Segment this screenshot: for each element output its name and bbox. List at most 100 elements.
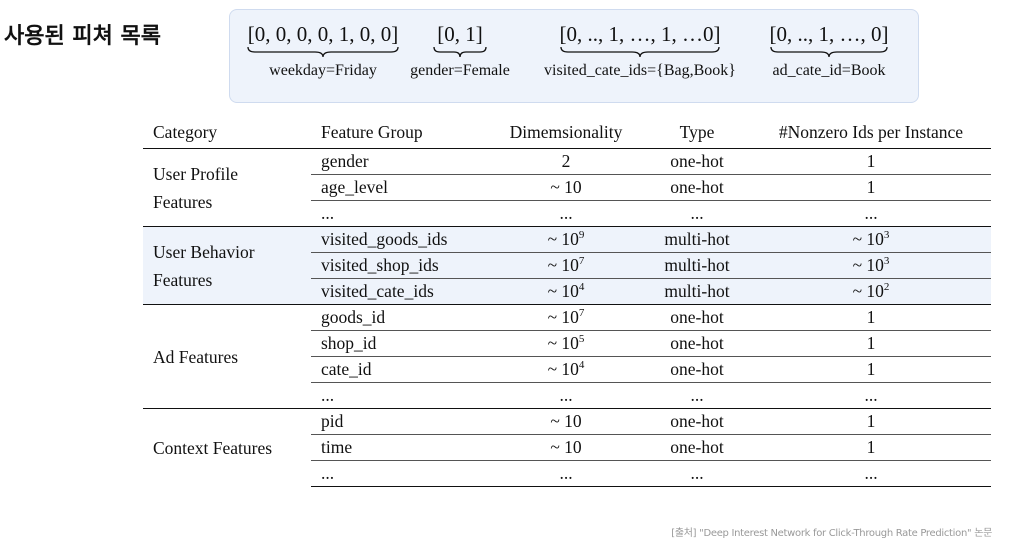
underbrace-icon [560, 46, 720, 58]
feature-group-cell-value: shop_id [321, 333, 377, 353]
table-row: Context Features pid ~ 10 one-hot 1 [143, 408, 991, 487]
category-label: User Profile [153, 163, 239, 184]
nonzero-ids-cell-value: 1 [866, 177, 876, 197]
category-label-line2: Features [153, 269, 213, 290]
nonzero-ids-cell: ... [751, 200, 991, 227]
dimensionality-cell: ~ 107 [489, 304, 643, 331]
nonzero-ids-cell: 1 [751, 434, 991, 461]
nonzero-ids-cell: 1 [751, 148, 991, 175]
type-cell: ... [643, 460, 751, 487]
nonzero-ids-cell: 1 [751, 304, 991, 331]
feature-group-cell: ... [311, 460, 489, 487]
table-row: visited_cate_ids ~ 104 multi-hot ~ 102 [143, 278, 991, 305]
nonzero-ids-cell: ~ 102 [751, 278, 991, 305]
underbrace-icon [770, 46, 888, 58]
feature-group-cell-value: ... [321, 385, 335, 405]
feature-group-cell: gender [311, 148, 489, 175]
nonzero-ids-cell: ~ 103 [751, 226, 991, 253]
category-label-line2: Features [153, 191, 213, 212]
underbrace-icon [247, 46, 399, 58]
nonzero-ids-cell: ~ 103 [751, 252, 991, 279]
dimensionality-cell-value: ~ 10 [550, 177, 582, 197]
feature-group-cell: age_level [311, 174, 489, 201]
dimensionality-cell: 2 [489, 148, 643, 175]
encoding-label: ad_cate_id=Book [772, 62, 886, 79]
category-label: User Behavior [153, 241, 255, 262]
encoding-visited-cate-ids: [0, .., 1, …, 1, …0] visited_cate_ids={B… [527, 10, 753, 80]
dimensionality-cell-value: ~ 10 [550, 411, 582, 431]
nonzero-ids-cell-value: 1 [866, 307, 876, 327]
encoding-ad-cate-id: [0, .., 1, …, 0] ad_cate_id=Book [754, 10, 904, 80]
header-nonzero-ids: #Nonzero Ids per Instance [751, 117, 991, 149]
feature-group-cell-value: cate_id [321, 359, 372, 379]
nonzero-ids-cell-value: 1 [866, 333, 876, 353]
nonzero-ids-cell-value: ~ 10 [852, 255, 884, 275]
header-category: Category [143, 117, 311, 149]
type-cell-value: one-hot [670, 177, 724, 197]
dimensionality-cell-exponent: 7 [578, 307, 585, 320]
type-cell: one-hot [643, 174, 751, 201]
table-row: User Behavior Features visited_goods_ids ~ … [143, 226, 991, 305]
feature-group-cell: visited_goods_ids [311, 226, 489, 253]
feature-group-cell-value: goods_id [321, 307, 386, 327]
dimensionality-cell-value: ... [559, 203, 573, 223]
dimensionality-cell: ~ 107 [489, 252, 643, 279]
dimensionality-cell-exponent: 7 [578, 255, 585, 268]
category-cell: Context Features [143, 408, 311, 487]
encoding-label: weekday=Friday [269, 62, 377, 79]
table-row: ............ [143, 382, 991, 409]
dimensionality-cell-value: ~ 10 [547, 333, 579, 353]
nonzero-ids-cell-exponent: 3 [883, 255, 890, 268]
feature-group-cell: visited_cate_ids [311, 278, 489, 305]
nonzero-ids-cell-value: ... [864, 203, 878, 223]
type-cell-value: one-hot [670, 307, 724, 327]
type-cell: ... [643, 382, 751, 409]
table-row: cate_id ~ 104 one-hot 1 [143, 356, 991, 383]
feature-group-cell-value: gender [321, 151, 369, 171]
feature-group-cell-value: visited_shop_ids [321, 255, 439, 275]
type-cell-value: one-hot [670, 411, 724, 431]
feature-group-cell-value: age_level [321, 177, 389, 197]
feature-group-cell-value: pid [321, 411, 344, 431]
dimensionality-cell-value: 2 [561, 151, 571, 171]
table-row: shop_id ~ 105 one-hot 1 [143, 330, 991, 357]
type-cell: ... [643, 200, 751, 227]
feature-group-cell: cate_id [311, 356, 489, 383]
type-cell-value: ... [690, 385, 704, 405]
nonzero-ids-cell: 1 [751, 330, 991, 357]
table-row: ............ [143, 200, 991, 227]
nonzero-ids-cell: ... [751, 460, 991, 487]
encoding-vector: [0, .., 1, …, 0] [769, 22, 889, 46]
dimensionality-cell: ~ 105 [489, 330, 643, 357]
category-label: Ad Features [153, 346, 239, 367]
encoding-label: gender=Female [410, 62, 510, 79]
header-feature-group: Feature Group [311, 117, 489, 149]
category-cell: User Profile Features [143, 148, 311, 227]
nonzero-ids-cell: 1 [751, 174, 991, 201]
table-row: User Profile Features gender 2 one-hot 1 [143, 148, 991, 227]
feature-group-cell: goods_id [311, 304, 489, 331]
dimensionality-cell: ~ 10 [489, 408, 643, 435]
dimensionality-cell-value: ~ 10 [550, 437, 582, 457]
table-row: Ad Features goods_id ~ 107 one-hot 1 [143, 304, 991, 409]
dimensionality-cell: ~ 109 [489, 226, 643, 253]
encoding-label: visited_cate_ids={Bag,Book} [544, 62, 736, 79]
nonzero-ids-cell: ... [751, 382, 991, 409]
dimensionality-cell-exponent: 5 [578, 333, 585, 346]
type-cell: one-hot [643, 148, 751, 175]
dimensionality-cell-exponent: 4 [578, 281, 585, 294]
feature-group-cell-value: visited_goods_ids [321, 229, 448, 249]
dimensionality-cell-value: ~ 10 [547, 255, 579, 275]
feature-table: Category Feature Group Dimemsionality Ty… [143, 117, 991, 487]
feature-group-cell-value: ... [321, 203, 335, 223]
type-cell-value: multi-hot [664, 281, 730, 301]
type-cell-value: ... [690, 203, 704, 223]
encoding-weekday: [0, 0, 0, 0, 1, 0, 0] weekday=Friday [238, 10, 408, 80]
nonzero-ids-cell-value: 1 [866, 437, 876, 457]
nonzero-ids-cell-exponent: 2 [883, 281, 890, 294]
encoding-vector: [0, .., 1, …, 1, …0] [559, 22, 721, 46]
category-cell: Ad Features [143, 304, 311, 409]
underbrace-icon [433, 46, 487, 58]
feature-group-cell-value: visited_cate_ids [321, 281, 434, 301]
type-cell: one-hot [643, 330, 751, 357]
